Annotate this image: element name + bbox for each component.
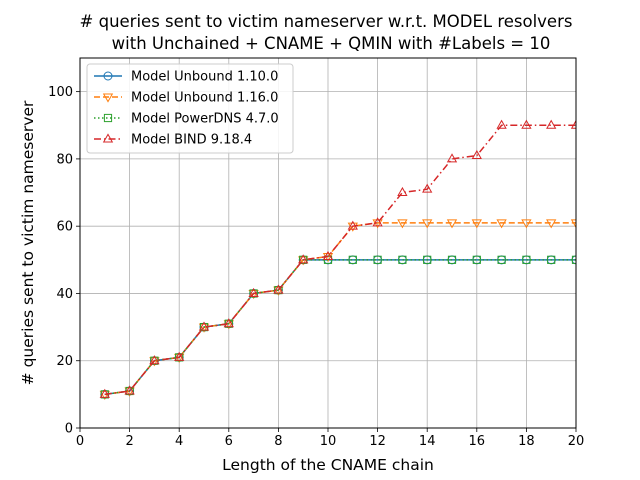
legend-item: Model BIND 9.18.4	[94, 133, 252, 148]
data-point	[372, 217, 383, 227]
data-point	[273, 284, 284, 294]
legend: Model Unbound 1.10.0 Model Unbound 1.16.0…	[86, 63, 294, 154]
data-point	[521, 119, 532, 129]
y-tick-label: 80	[56, 152, 73, 167]
data-point	[273, 286, 284, 296]
data-point	[521, 219, 532, 229]
data-point	[149, 355, 160, 365]
data-point	[198, 323, 210, 333]
y-tick-label: 40	[56, 287, 73, 302]
axis-ticks: 0 2 4 6 8 10 12 14 16 18 20 0 20 40 60 80 100	[48, 85, 584, 449]
legend-box	[86, 63, 294, 154]
data-point	[446, 219, 458, 229]
x-tick-label: 8	[274, 434, 282, 449]
data-point	[298, 254, 309, 264]
data-point	[198, 321, 210, 331]
x-tick-label: 6	[225, 434, 233, 449]
legend-label: Model Unbound 1.16.0	[131, 91, 278, 106]
data-point	[547, 255, 556, 264]
data-point	[174, 351, 185, 361]
data-point	[322, 250, 334, 260]
legend-marker	[102, 93, 114, 103]
y-tick-label: 60	[56, 220, 73, 235]
x-tick-label: 0	[76, 434, 84, 449]
data-point	[373, 255, 382, 264]
y-tick-label: 0	[65, 422, 73, 437]
x-tick-label: 20	[568, 434, 585, 449]
data-point	[447, 255, 457, 264]
data-point	[124, 387, 135, 397]
data-point	[149, 357, 160, 367]
data-point	[497, 255, 506, 264]
legend-label: Model BIND 9.18.4	[131, 133, 252, 148]
x-axis-label: Length of the CNAME chain	[222, 456, 434, 474]
x-tick-label: 16	[469, 434, 486, 449]
x-tick-label: 4	[175, 434, 183, 449]
data-point	[398, 255, 407, 264]
data-point	[546, 119, 557, 129]
data-point	[446, 153, 458, 163]
data-point	[348, 255, 357, 264]
chart-title-line-1: # queries sent to victim nameserver w.r.…	[80, 12, 573, 31]
data-point	[223, 318, 234, 328]
legend-marker	[102, 133, 114, 143]
data-point	[546, 219, 557, 229]
x-tick-label: 14	[419, 434, 436, 449]
chart-title: # queries sent to victim nameserver w.r.…	[80, 12, 573, 53]
data-point	[423, 255, 432, 264]
data-point	[298, 256, 309, 266]
data-point	[471, 219, 482, 229]
data-point	[571, 255, 576, 264]
data-point	[570, 119, 576, 129]
chart-title-line-2: with Unchained + CNAME + QMIN with #Labe…	[112, 34, 551, 53]
x-tick-label: 2	[125, 434, 133, 449]
data-point	[422, 219, 433, 229]
legend-marker	[103, 113, 113, 123]
data-point	[347, 220, 358, 230]
data-point	[496, 219, 507, 229]
data-point	[397, 186, 408, 197]
data-point	[248, 287, 259, 297]
data-point	[570, 219, 576, 229]
legend-label: Model Unbound 1.10.0	[131, 70, 278, 85]
data-point	[496, 119, 507, 129]
data-point	[124, 385, 135, 395]
series-line	[104, 124, 576, 396]
legend-item: Model PowerDNS 4.7.0	[94, 112, 279, 127]
legend-marker	[103, 71, 113, 81]
data-point	[347, 222, 358, 232]
data-point	[174, 353, 185, 363]
y-tick-label: 20	[56, 354, 73, 369]
legend-item: Model Unbound 1.16.0	[94, 91, 278, 106]
series-layer	[99, 119, 576, 400]
series-4	[99, 119, 576, 398]
data-point	[471, 149, 482, 160]
x-tick-label: 12	[369, 434, 386, 449]
y-tick-label: 100	[48, 85, 73, 100]
legend-item: Model Unbound 1.10.0	[94, 70, 278, 85]
data-point	[397, 219, 408, 229]
data-point	[422, 183, 433, 193]
legend-label: Model PowerDNS 4.7.0	[131, 112, 279, 127]
data-point	[99, 390, 110, 400]
x-tick-label: 18	[518, 434, 535, 449]
x-tick-label: 10	[320, 434, 337, 449]
data-point	[99, 388, 110, 398]
data-point	[472, 255, 481, 264]
data-point	[522, 255, 531, 264]
data-point	[248, 289, 259, 300]
y-axis-label: # queries sent to victim nameserver	[19, 100, 37, 385]
